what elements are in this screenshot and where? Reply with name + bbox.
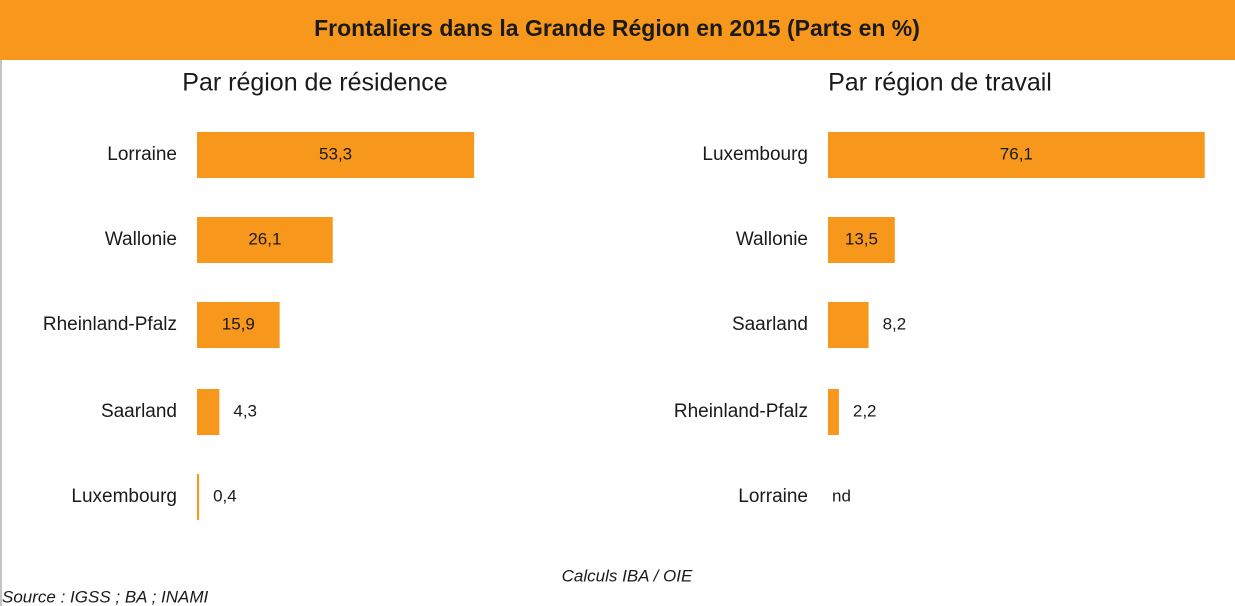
value-label: 53,3 [319,144,352,163]
category-label: Lorraine [738,486,808,507]
value-label: 0,4 [213,486,237,505]
category-label: Rheinland-Pfalz [43,314,177,335]
title-bar [0,0,1235,60]
subtitle: Par région de travail [828,69,1052,97]
bar [828,389,839,435]
bar [828,302,869,348]
category-label: Lorraine [107,144,177,165]
value-label: 2,2 [853,401,877,420]
category-label: Luxembourg [71,486,177,507]
value-label: 8,2 [883,314,907,333]
value-label: 76,1 [1000,144,1033,163]
note: Calculs IBA / OIE [562,566,693,585]
bar [197,474,200,520]
category-label: Wallonie [105,229,177,250]
value-label: 26,1 [248,229,281,248]
category-label: Wallonie [736,229,808,250]
bar [197,302,280,348]
value-label: nd [832,486,851,505]
chart-title: Frontaliers dans la Grande Région en 201… [314,15,920,41]
bar [197,132,475,178]
bar [197,389,220,435]
value-label: 4,3 [233,401,257,420]
value-label: 13,5 [845,229,878,248]
bar [828,132,1205,178]
bar [828,217,895,263]
source: Source : IGSS ; BA ; INAMI [2,587,209,606]
category-label: Saarland [101,401,177,422]
category-label: Saarland [732,314,808,335]
category-label: Luxembourg [702,144,808,165]
subtitle: Par région de résidence [182,69,447,97]
value-label: 15,9 [222,314,255,333]
category-label: Rheinland-Pfalz [674,401,808,422]
bar [197,217,333,263]
